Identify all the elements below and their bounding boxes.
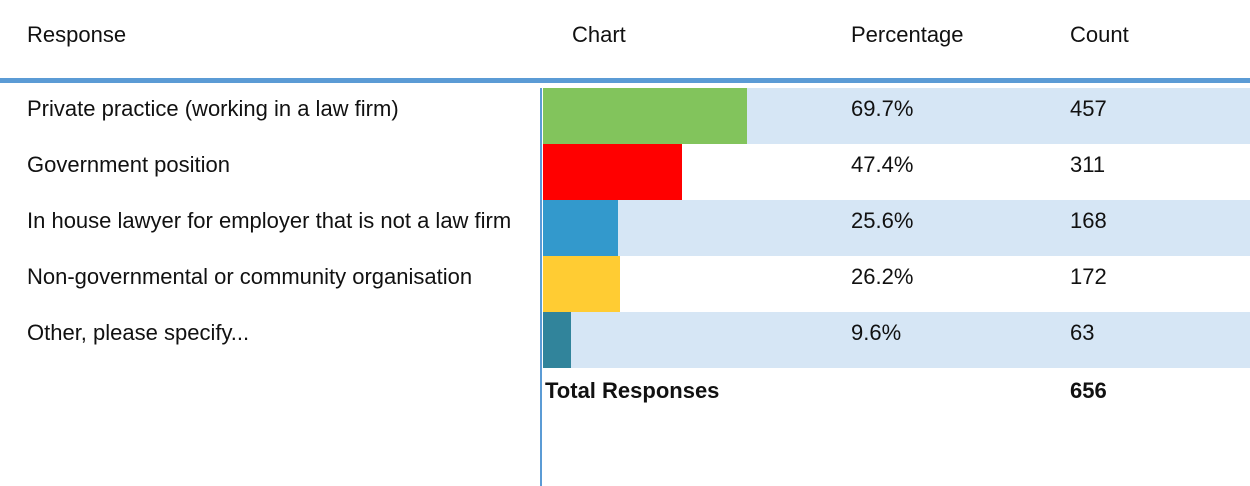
percentage-cell: 69.7% (851, 96, 914, 121)
response-cell: In house lawyer for employer that is not… (27, 208, 512, 233)
total-count: 656 (1070, 378, 1107, 403)
header-cell: Chart (572, 22, 626, 47)
total-row: Total Responses 656 (0, 368, 1250, 416)
row-data: 69.7% 457 (543, 88, 1250, 144)
column-divider (540, 88, 542, 486)
percentage-cell: 25.6% (851, 208, 914, 233)
total-label: Total Responses (545, 378, 720, 403)
chart-cell (543, 200, 836, 256)
chart-cell (543, 256, 836, 312)
table-row: Other, please specify... 9.6% 63 (0, 312, 1250, 368)
percentage-cell: 26.2% (851, 264, 914, 289)
chart-cell (543, 88, 836, 144)
table-row: Non-governmental or community organisati… (0, 256, 1250, 312)
count-cell: 311 (1070, 152, 1106, 177)
header-rule (0, 78, 1250, 83)
response-cell: Government position (27, 152, 230, 177)
bar (543, 88, 748, 144)
count-cell: 168 (1070, 208, 1107, 233)
row-data: 26.2% 172 (543, 256, 1250, 312)
bar (543, 144, 682, 200)
percentage-cell: 47.4% (851, 152, 914, 177)
table-row: In house lawyer for employer that is not… (0, 200, 1250, 256)
table-row: Private practice (working in a law firm)… (0, 88, 1250, 144)
header-cell: Count (1070, 22, 1129, 47)
header-cell: Response (27, 22, 127, 47)
response-cell: Private practice (working in a law firm) (27, 96, 399, 121)
percentage-cell: 9.6% (851, 320, 902, 345)
chart-cell (543, 312, 836, 368)
table-header: Response Chart Percentage Count (0, 0, 1250, 78)
count-cell: 63 (1070, 320, 1095, 345)
row-data: 25.6% 168 (543, 200, 1250, 256)
table-body: Private practice (working in a law firm)… (0, 88, 1250, 416)
bar (543, 200, 618, 256)
header-cell: Percentage (851, 22, 964, 47)
table-row: Government position 47.4% 311 (0, 144, 1250, 200)
response-cell: Other, please specify... (27, 320, 250, 345)
bar (543, 256, 620, 312)
row-data: 47.4% 311 (543, 144, 1250, 200)
response-cell: Non-governmental or community organisati… (27, 264, 473, 289)
bar (543, 312, 572, 368)
count-cell: 172 (1070, 264, 1107, 289)
count-cell: 457 (1070, 96, 1107, 121)
row-data: 9.6% 63 (543, 312, 1250, 368)
chart-cell (543, 144, 836, 200)
